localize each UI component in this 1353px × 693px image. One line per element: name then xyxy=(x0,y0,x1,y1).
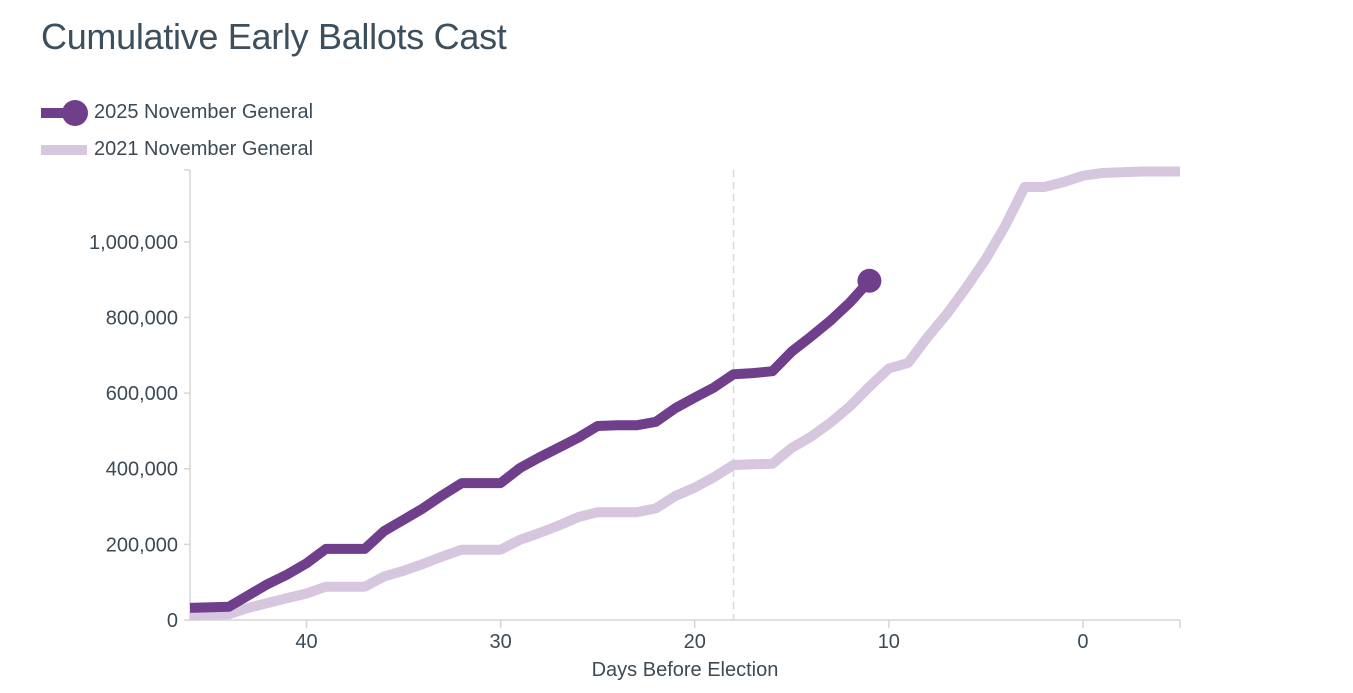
legend: 2025 November General 2021 November Gene… xyxy=(41,94,313,168)
legend-swatch-2025 xyxy=(41,99,88,126)
x-tick-label: 30 xyxy=(489,631,511,653)
legend-item-2021[interactable]: 2021 November General xyxy=(41,131,313,168)
y-tick-label: 1,000,000 xyxy=(89,232,178,254)
x-axis-title: Days Before Election xyxy=(592,659,779,681)
legend-dot-2025 xyxy=(62,99,88,126)
y-tick-label: 600,000 xyxy=(106,383,178,405)
series-line-2021 xyxy=(189,166,1180,621)
x-tick-label: 40 xyxy=(295,631,317,653)
legend-item-2025[interactable]: 2025 November General xyxy=(41,94,313,131)
series-end-marker-2025 xyxy=(857,268,882,293)
x-tick-label: 20 xyxy=(684,631,706,653)
legend-line-2021 xyxy=(41,144,87,155)
x-tick-label: 10 xyxy=(878,631,900,653)
series-line-2025 xyxy=(189,277,874,613)
y-tick-label: 800,000 xyxy=(106,307,178,329)
legend-label-2025: 2025 November General xyxy=(94,101,314,123)
chart-title: Cumulative Early Ballots Cast xyxy=(41,16,507,57)
x-tick-label: 0 xyxy=(1077,631,1088,653)
y-tick-label: 400,000 xyxy=(106,459,178,481)
y-tick-label: 200,000 xyxy=(106,534,178,556)
legend-label-2021: 2021 November General xyxy=(94,138,314,160)
legend-swatch-2021 xyxy=(41,144,87,155)
y-tick-label: 0 xyxy=(167,610,178,632)
